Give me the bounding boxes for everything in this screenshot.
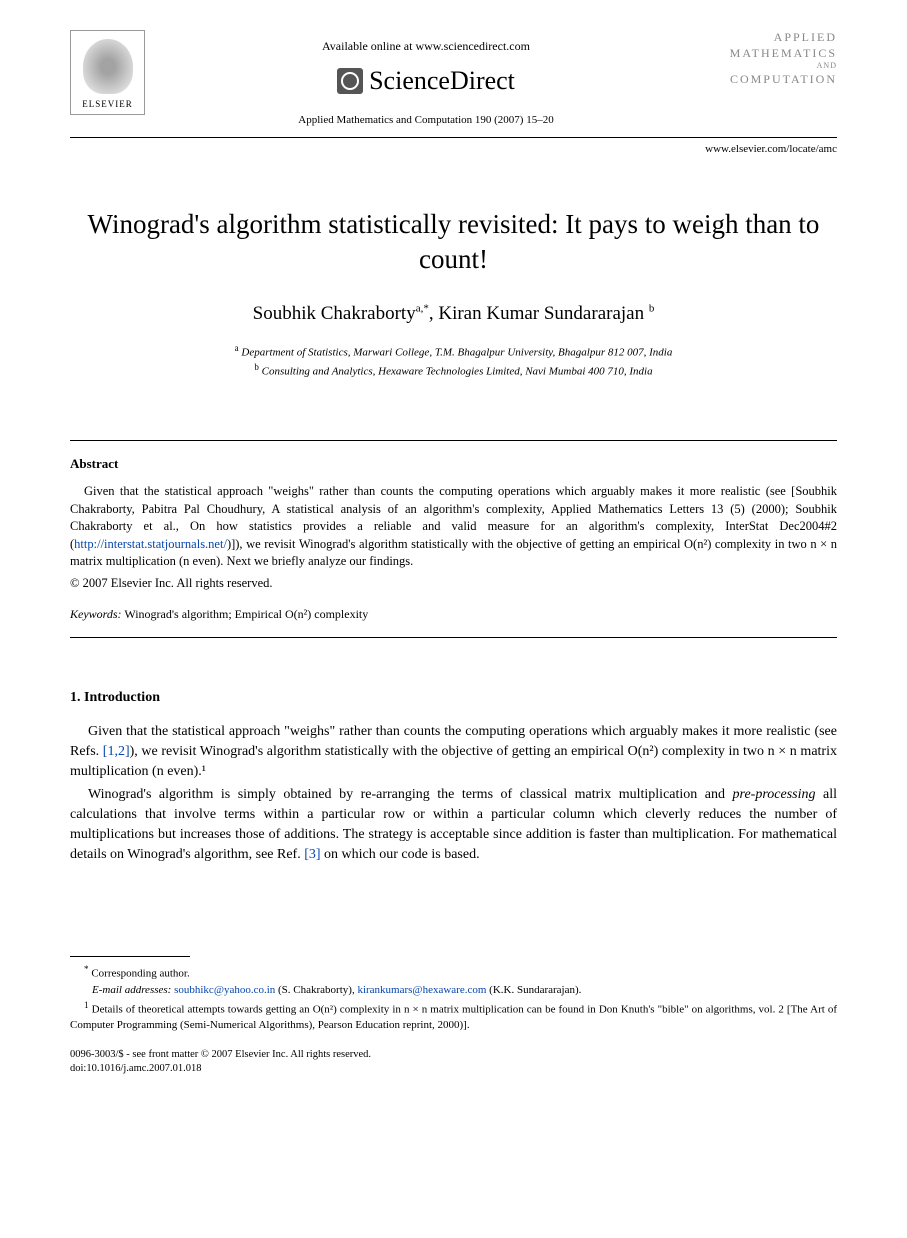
elsevier-logo: ELSEVIER	[70, 30, 145, 115]
intro-p2-post: on which our code is based.	[321, 847, 480, 862]
footer-meta: 0096-3003/$ - see front matter © 2007 El…	[70, 1048, 837, 1077]
intro-p2-pre: Winograd's algorithm is simply obtained …	[88, 787, 733, 802]
intro-p1-post: ), we revisit Winograd's algorithm stati…	[70, 744, 837, 779]
journal-reference: Applied Mathematics and Computation 190 …	[145, 113, 707, 128]
keywords-label: Keywords:	[70, 607, 122, 621]
intro-para2: Winograd's algorithm is simply obtained …	[70, 785, 837, 866]
elsevier-tree-icon	[83, 39, 133, 94]
email-line: E-mail addresses: soubhikc@yahoo.co.in (…	[70, 983, 837, 998]
sciencedirect-label: ScienceDirect	[369, 63, 515, 99]
email2-name: (K.K. Sundararajan).	[486, 984, 581, 996]
footer-line1: 0096-3003/$ - see front matter © 2007 El…	[70, 1048, 837, 1063]
intro-p2-ref[interactable]: [3]	[304, 847, 320, 862]
author2-name: Kiran Kumar Sundararajan	[438, 303, 644, 324]
journal-logo: APPLIED MATHEMATICS AND COMPUTATION	[707, 30, 837, 87]
abstract-heading: Abstract	[70, 455, 837, 473]
header-divider	[70, 137, 837, 138]
footnote1: 1 Details of theoretical attempts toward…	[70, 999, 837, 1033]
journal-logo-line2: MATHEMATICS	[707, 46, 837, 62]
footnotes: * Corresponding author. E-mail addresses…	[70, 963, 837, 1034]
email-label: E-mail addresses:	[92, 984, 171, 996]
abstract-top-divider	[70, 440, 837, 441]
email2-link[interactable]: kirankumars@hexaware.com	[357, 984, 486, 996]
footnote-divider	[70, 956, 190, 957]
locate-url: www.elsevier.com/locate/amc	[70, 142, 837, 157]
email1-name: (S. Chakraborty),	[275, 984, 357, 996]
sciencedirect-brand: ScienceDirect	[145, 63, 707, 99]
abstract-copyright: © 2007 Elsevier Inc. All rights reserved…	[70, 575, 837, 593]
aff1-text: Department of Statistics, Marwari Colleg…	[239, 346, 673, 358]
journal-logo-line1: APPLIED	[707, 30, 837, 46]
email1-link[interactable]: soubhikc@yahoo.co.in	[174, 984, 275, 996]
author1-sup: a,*	[416, 303, 429, 315]
author-separator: ,	[429, 303, 439, 324]
header-row: ELSEVIER Available online at www.science…	[70, 30, 837, 129]
elsevier-label: ELSEVIER	[82, 98, 133, 111]
corresponding-author: * Corresponding author.	[70, 963, 837, 982]
aff2-text: Consulting and Analytics, Hexaware Techn…	[259, 366, 653, 378]
intro-para1: Given that the statistical approach "wei…	[70, 722, 837, 783]
abstract-link[interactable]: http://interstat.statjournals.net/	[74, 537, 227, 551]
sciencedirect-icon	[337, 68, 363, 94]
journal-logo-line3: COMPUTATION	[707, 72, 837, 88]
author2-sup: b	[649, 303, 655, 315]
author1-name: Soubhik Chakraborty	[253, 303, 416, 324]
keywords: Keywords: Winograd's algorithm; Empirica…	[70, 606, 837, 623]
keywords-text: Winograd's algorithm; Empirical O(n²) co…	[124, 607, 368, 621]
article-title: Winograd's algorithm statistically revis…	[70, 207, 837, 277]
journal-logo-and: AND	[707, 61, 837, 71]
fn1-text: Details of theoretical attempts towards …	[70, 1004, 837, 1031]
footer-line2: doi:10.1016/j.amc.2007.01.018	[70, 1062, 837, 1077]
affiliations: a Department of Statistics, Marwari Coll…	[70, 342, 837, 380]
header-center: Available online at www.sciencedirect.co…	[145, 30, 707, 129]
intro-heading: 1. Introduction	[70, 688, 837, 708]
authors: Soubhik Chakrabortya,*, Kiran Kumar Sund…	[70, 301, 837, 328]
intro-p2-em: pre-processing	[733, 787, 816, 802]
abstract-body: Given that the statistical approach "wei…	[70, 483, 837, 571]
corr-text: Corresponding author.	[89, 967, 190, 979]
available-online-text: Available online at www.sciencedirect.co…	[145, 38, 707, 55]
intro-p1-refs[interactable]: [1,2]	[103, 744, 130, 759]
abstract-bottom-divider	[70, 637, 837, 638]
